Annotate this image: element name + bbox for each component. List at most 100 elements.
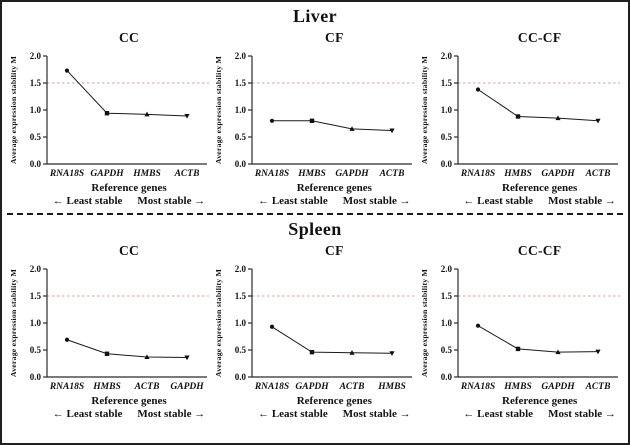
marker-triangle-up bbox=[144, 111, 150, 117]
y-tick-label: 1.0 bbox=[30, 318, 42, 328]
y-tick-label: 1.0 bbox=[235, 318, 247, 328]
gene-label: ACTB bbox=[134, 382, 160, 392]
section-divider bbox=[7, 213, 623, 215]
panel-title: CC bbox=[118, 243, 140, 258]
axes bbox=[43, 268, 207, 378]
y-tick-label: 0.0 bbox=[30, 372, 42, 382]
panel-spleen-cc-cf: CC-CF 0.0 0.5 1.0 1.5 2.0 Average expression … bbox=[418, 241, 623, 422]
stability-note: ← Least stable Most stable → bbox=[252, 195, 416, 207]
section-title-spleen: Spleen bbox=[288, 219, 342, 239]
y-tick-label: 2.0 bbox=[235, 264, 247, 274]
spleen-chart-row: CC 0.0 0.5 1.0 1.5 2.0 Average expression sta… bbox=[2, 241, 628, 422]
marker-square bbox=[515, 114, 520, 119]
marker-triangle-up bbox=[555, 115, 561, 121]
axes bbox=[248, 268, 413, 378]
stability-note: ← Least stable Most stable → bbox=[47, 408, 211, 420]
y-tick-label: 1.5 bbox=[30, 78, 42, 88]
gene-label: ACTB bbox=[584, 382, 610, 392]
least-stable-note: ← Least stable bbox=[52, 408, 123, 420]
panel-liver-cc-cf: CC-CF 0.0 0.5 1.0 1.5 2.0 Average expression … bbox=[418, 28, 623, 209]
most-stable-note: Most stable → bbox=[342, 195, 411, 207]
line-chart: 0.0 0.5 1.0 1.5 2.0 Average expression stabil… bbox=[420, 264, 620, 392]
y-axis-title: Average expression stability M bbox=[214, 55, 223, 164]
y-tick-label: 1.0 bbox=[235, 105, 247, 115]
y-tick-label: 0.5 bbox=[440, 132, 452, 142]
line-chart: 0.0 0.5 1.0 1.5 2.0 Average expression stabil… bbox=[9, 51, 209, 179]
data-series bbox=[66, 339, 188, 359]
y-tick-label: 0.0 bbox=[235, 159, 247, 169]
most-stable-note: Most stable → bbox=[548, 408, 616, 420]
y-tick-label: 0.0 bbox=[30, 159, 42, 169]
most-stable-note: Most stable → bbox=[137, 195, 206, 207]
marker-triangle-down bbox=[184, 113, 190, 119]
marker-square bbox=[515, 346, 520, 352]
y-tick-label: 2.0 bbox=[440, 264, 452, 274]
y-tick-label: 1.5 bbox=[440, 78, 452, 88]
y-axis-title: Average expression stability M bbox=[420, 268, 429, 377]
gene-label: GAPDH bbox=[541, 169, 575, 179]
marker-square bbox=[310, 349, 315, 355]
gene-label: RNA18S bbox=[49, 382, 84, 392]
gene-label: GAPDH bbox=[336, 169, 370, 179]
marker-triangle-up bbox=[349, 126, 355, 131]
y-tick-label: 1.5 bbox=[235, 78, 247, 88]
panel-title: CC bbox=[118, 30, 140, 45]
y-tick-label: 0.5 bbox=[235, 345, 247, 355]
y-tick-label: 1.5 bbox=[440, 291, 452, 301]
most-stable-note: Most stable → bbox=[342, 408, 411, 420]
y-tick-label: 1.5 bbox=[235, 291, 247, 301]
y-tick-label: 1.5 bbox=[30, 291, 42, 301]
liver-chart-row: CC 0.0 0.5 1.0 1.5 2.0 Average expression sta… bbox=[2, 28, 628, 209]
y-tick-label: 2.0 bbox=[30, 264, 42, 274]
marker-triangle-up bbox=[144, 354, 150, 360]
gene-label: GAPDH bbox=[90, 169, 124, 179]
gene-label: HMBS bbox=[298, 169, 326, 179]
panel-title: CC-CF bbox=[517, 30, 562, 45]
marker-triangle-down bbox=[184, 355, 190, 361]
gene-label: ACTB bbox=[584, 169, 610, 179]
marker-triangle-down bbox=[389, 128, 395, 134]
y-tick-label: 1.0 bbox=[440, 318, 452, 328]
gene-label: HMBS bbox=[92, 382, 120, 392]
y-tick-label: 0.5 bbox=[440, 345, 452, 355]
stability-note: ← Least stable Most stable → bbox=[458, 195, 622, 207]
panel-title: CF bbox=[325, 30, 344, 45]
y-tick-label: 0.5 bbox=[30, 132, 42, 142]
line-chart: 0.0 0.5 1.0 1.5 2.0 Average expression stabil… bbox=[420, 51, 620, 179]
gene-label: RNA18S bbox=[459, 382, 494, 392]
section-title-liver: Liver bbox=[293, 6, 337, 26]
panel-spleen-cc: CC 0.0 0.5 1.0 1.5 2.0 Average expression sta… bbox=[7, 241, 212, 422]
x-axis-label: Reference genes bbox=[502, 182, 578, 194]
gene-label: HMBS bbox=[503, 382, 531, 392]
gene-label: RNA18S bbox=[459, 169, 494, 179]
marker-square bbox=[104, 351, 110, 356]
y-axis-title: Average expression stability M bbox=[9, 268, 18, 377]
y-tick-label: 0.5 bbox=[235, 132, 247, 142]
y-tick-label: 1.0 bbox=[440, 105, 452, 115]
marker-triangle-down bbox=[595, 118, 601, 124]
gene-label: HMBS bbox=[378, 382, 406, 392]
y-axis-title: Average expression stability M bbox=[9, 55, 18, 164]
marker-circle bbox=[270, 118, 275, 123]
marker-circle bbox=[475, 87, 480, 92]
gene-label: ACTB bbox=[174, 169, 200, 179]
marker-square bbox=[104, 111, 110, 116]
least-stable-note: ← Least stable bbox=[258, 195, 328, 207]
marker-triangle-up bbox=[555, 349, 561, 355]
axes bbox=[43, 55, 207, 165]
marker-triangle-down bbox=[595, 349, 601, 355]
gene-label: GAPDH bbox=[541, 382, 575, 392]
section-liver: Liver CC 0.0 0.5 1.0 1.5 2.0 Average expressi… bbox=[2, 6, 628, 209]
marker-square bbox=[310, 118, 315, 123]
y-tick-label: 2.0 bbox=[30, 51, 42, 61]
stability-note: ← Least stable Most stable → bbox=[458, 408, 622, 420]
line-chart: 0.0 0.5 1.0 1.5 2.0 Average expression stabil… bbox=[214, 264, 415, 392]
data-series bbox=[272, 120, 393, 132]
line-chart: 0.0 0.5 1.0 1.5 2.0 Average expression stabil… bbox=[214, 51, 415, 179]
least-stable-note: ← Least stable bbox=[463, 408, 534, 420]
marker-circle bbox=[475, 323, 480, 328]
least-stable-note: ← Least stable bbox=[52, 195, 123, 207]
marker-circle bbox=[270, 324, 275, 329]
data-series bbox=[477, 89, 598, 122]
y-tick-label: 0.5 bbox=[30, 345, 42, 355]
